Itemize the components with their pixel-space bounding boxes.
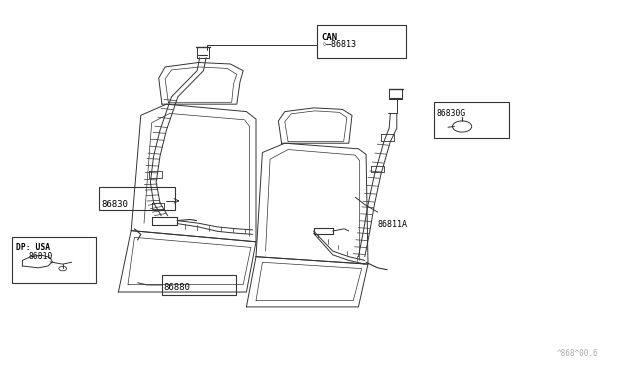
Text: 86830: 86830 (101, 200, 128, 209)
Text: DP: USA: DP: USA (16, 243, 50, 251)
Text: CAN: CAN (321, 33, 337, 42)
Text: 86830G: 86830G (436, 109, 466, 118)
Text: ◦—86813: ◦—86813 (321, 40, 356, 49)
Text: 86810: 86810 (28, 252, 52, 261)
Text: 86811A: 86811A (378, 220, 408, 229)
Text: 86880: 86880 (164, 283, 191, 292)
Text: ^868^00.6: ^868^00.6 (557, 349, 598, 358)
